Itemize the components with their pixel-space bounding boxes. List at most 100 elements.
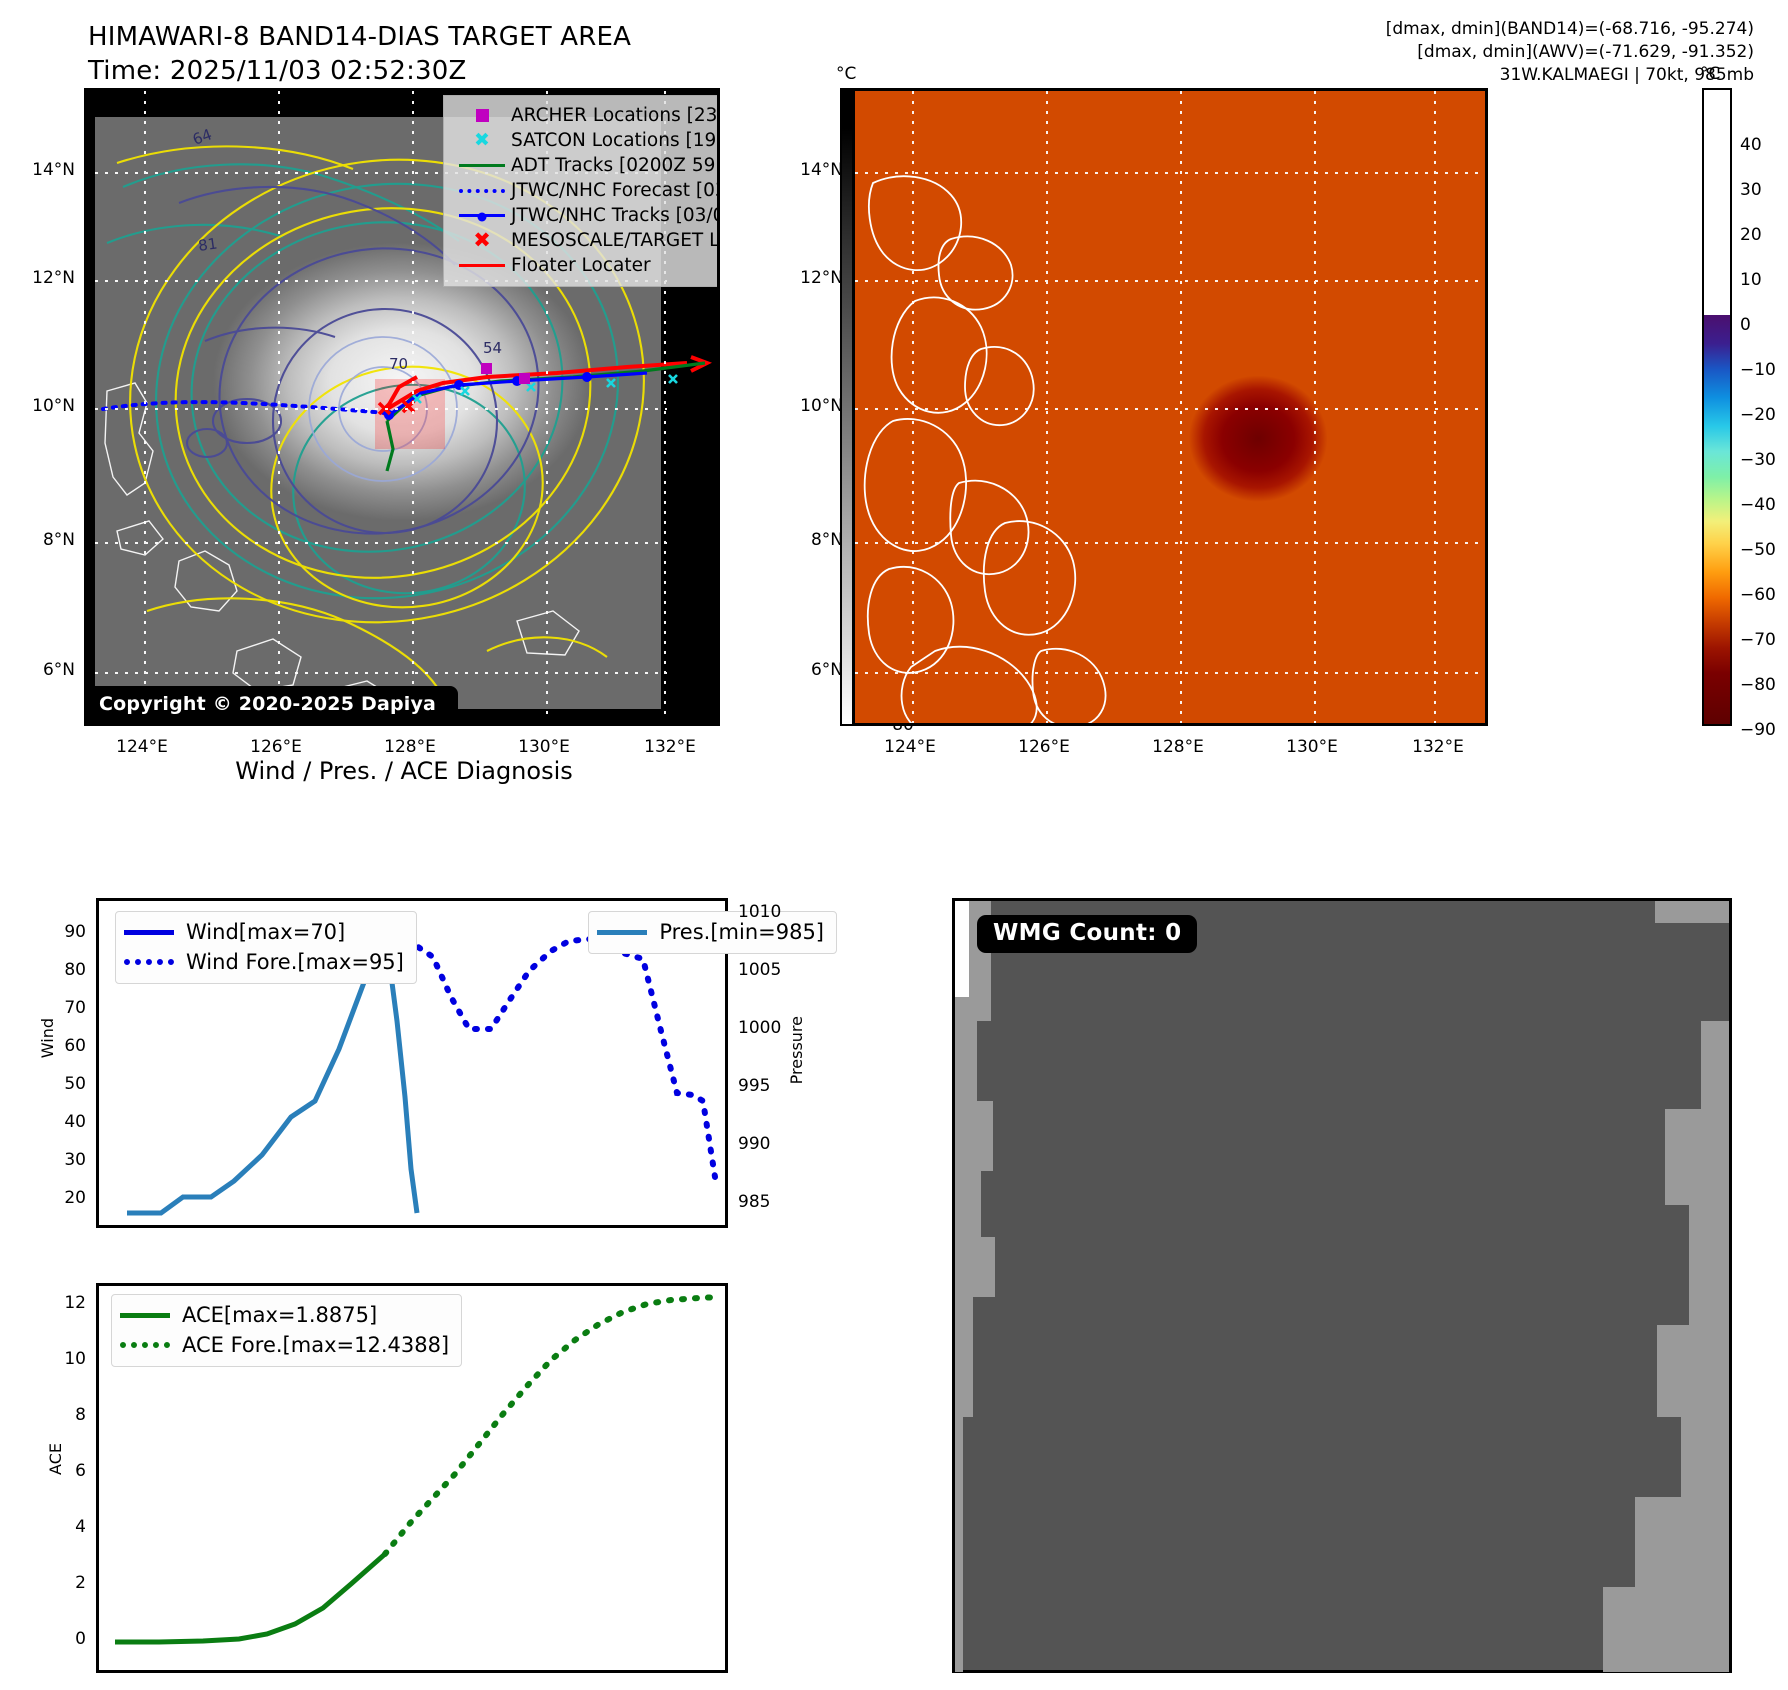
- legend-label: SATCON Locations [1930Z 59 987]: [511, 130, 717, 151]
- green-solid-line-icon: [453, 164, 511, 167]
- legend-item-pressure: Pres.[min=985]: [597, 917, 824, 947]
- lon-tick: 128°E: [384, 737, 436, 757]
- cbar-tick: 0: [1740, 315, 1751, 335]
- lat-tick: 8°N: [810, 530, 843, 550]
- left-map-ticks: 14°N 12°N 10°N 8°N 6°N 124°E 126°E 128°E…: [32, 88, 720, 757]
- wind-solid-line-icon: [124, 929, 186, 935]
- lat-tick: 14°N: [32, 160, 75, 180]
- wind-tick: 90: [64, 922, 86, 942]
- lon-tick: 126°E: [250, 737, 302, 757]
- wmg-block: [955, 1417, 963, 1672]
- wmg-base-fill: [955, 901, 1729, 1670]
- cbar-tick: −40: [1740, 495, 1776, 515]
- blue-dotted-line-icon: [453, 188, 511, 193]
- blue-line-dot-marker-icon: [453, 214, 511, 217]
- legend-item-floater-locater: Floater Locater: [453, 253, 717, 278]
- wind-chart-legend: Wind[max=70] Wind Fore.[max=95]: [115, 911, 417, 984]
- pressure-tick: 985: [738, 1192, 771, 1212]
- wind-tick: 60: [64, 1036, 86, 1056]
- copyright-notice: Copyright © 2020-2025 Dapiya: [87, 686, 459, 723]
- lon-tick: 124°E: [884, 737, 936, 757]
- wmg-block: [955, 1101, 993, 1171]
- dmax-dmin-awv: [dmax, dmin](AWV)=(-71.629, -91.352): [1417, 42, 1754, 62]
- legend-item-adt-tracks: ADT Tracks [0200Z 59.0 993.4]: [453, 153, 717, 178]
- wmg-block: [955, 1297, 973, 1417]
- wmg-microwave-panel[interactable]: WMG Count: 0: [952, 898, 1732, 1673]
- ace-tick: 12: [64, 1293, 86, 1313]
- map-overlays: 64 81 70 54: [95, 91, 712, 718]
- wind-tick: 80: [64, 960, 86, 980]
- cbar-tick: −50: [1740, 540, 1776, 560]
- legend-item-mesoscale-target: ✖ MESOSCALE/TARGET Location: [453, 228, 720, 253]
- dmax-dmin-band14: [dmax, dmin](BAND14)=(-68.716, -95.274): [1385, 19, 1754, 39]
- ace-tick: 0: [75, 1629, 86, 1649]
- lon-tick: 128°E: [1152, 737, 1204, 757]
- page-title: HIMAWARI-8 BAND14-DIAS TARGET AREA Time:…: [88, 20, 631, 88]
- left-colorbar-unit: °C: [836, 64, 857, 84]
- awv-enhanced-ir-map[interactable]: [852, 88, 1488, 726]
- lat-tick: 12°N: [32, 268, 75, 288]
- ace-chart[interactable]: ACE[max=1.8875] ACE Fore.[max=12.4388]: [96, 1283, 728, 1673]
- legend-item-ace: ACE[max=1.8875]: [120, 1300, 449, 1330]
- lat-tick: 8°N: [42, 530, 75, 550]
- title-line: HIMAWARI-8 BAND14-DIAS TARGET AREA: [88, 22, 632, 52]
- magenta-square-marker-icon: [453, 109, 511, 122]
- legend-label: MESOSCALE/TARGET Location: [511, 230, 720, 251]
- wind-pres-ace-title: Wind / Pres. / ACE Diagnosis: [235, 757, 573, 785]
- cbar-tick: 10: [1740, 270, 1762, 290]
- ace-chart-legend: ACE[max=1.8875] ACE Fore.[max=12.4388]: [111, 1294, 463, 1367]
- wmg-block: [1603, 1587, 1729, 1672]
- wind-tick: 40: [64, 1112, 86, 1132]
- wind-axis-label: Wind: [38, 1018, 57, 1059]
- ace-plot: [115, 1294, 722, 1645]
- legend-item-wind-forecast: Wind Fore.[max=95]: [124, 947, 404, 977]
- cbar-tick: −30: [1740, 450, 1776, 470]
- cbar-tick: −10: [1740, 360, 1776, 380]
- wmg-block: [1635, 1497, 1729, 1587]
- ir-map-overlays: [855, 91, 1485, 723]
- cbar-tick: 40: [1740, 135, 1762, 155]
- lat-tick: 6°N: [42, 660, 75, 680]
- ace-forecast-dotted-line-icon: [120, 1342, 182, 1348]
- right-colorbar-unit: °C: [1700, 64, 1721, 84]
- lon-tick: 124°E: [116, 737, 168, 757]
- legend-item-jtwc-forecast: JTWC/NHC Forecast [03/0000Z]: [453, 178, 717, 203]
- legend-label: ADT Tracks [0200Z 59.0 993.4]: [511, 155, 717, 176]
- svg-text:64: 64: [190, 125, 214, 148]
- pressure-tick: 1010: [738, 902, 782, 922]
- wmg-block: [955, 1171, 981, 1237]
- wind-tick: 50: [64, 1074, 86, 1094]
- legend-label: Wind[max=70]: [186, 920, 346, 944]
- red-x-marker-icon: ✖: [473, 228, 491, 252]
- map-black-margin-left: [87, 91, 95, 723]
- wind-tick: 20: [64, 1188, 86, 1208]
- legend-item-wind: Wind[max=70]: [124, 917, 404, 947]
- lon-tick: 130°E: [518, 737, 570, 757]
- pressure-tick: 1005: [738, 960, 782, 980]
- legend-item-jtwc-tracks: JTWC/NHC Tracks [03/0000Z]: [453, 203, 720, 228]
- wind-axis: Wind 90 80 70 60 50 40 30 20 Pressure 10…: [38, 898, 806, 1228]
- legend-label: ARCHER Locations [2313Z]: [511, 105, 718, 126]
- lat-tick: 10°N: [32, 396, 75, 416]
- himawari-band14-map[interactable]: 64 81 70 54: [84, 88, 720, 726]
- wind-tick: 70: [64, 998, 86, 1018]
- ace-tick: 10: [64, 1349, 86, 1369]
- lat-tick: 12°N: [800, 268, 843, 288]
- storm-id-intensity: 31W.KALMAEGI | 70kt, 985mb: [1499, 65, 1754, 85]
- cbar-tick: −70: [1740, 630, 1776, 650]
- wmg-block: [1701, 1021, 1729, 1109]
- wmg-block: [955, 1021, 977, 1101]
- cbar-tick: −60: [1740, 585, 1776, 605]
- wmg-block: [1681, 1417, 1729, 1497]
- ace-tick: 2: [75, 1573, 86, 1593]
- wind-pressure-chart[interactable]: Wind[max=70] Wind Fore.[max=95] Pres.[mi…: [96, 898, 837, 1228]
- wmg-block: [1665, 1109, 1729, 1205]
- diagnostics-header: [dmax, dmin](BAND14)=(-68.716, -95.274) …: [1386, 18, 1754, 87]
- lon-tick: 130°E: [1286, 737, 1338, 757]
- legend-label: JTWC/NHC Tracks [03/0000Z]: [511, 205, 720, 226]
- wind-tick: 30: [64, 1150, 86, 1170]
- right-colorbar-ticks: 40 30 20 10 0 −10 −20 −30 −40 −50 −60 −7…: [1702, 88, 1776, 740]
- ace-tick: 4: [75, 1517, 86, 1537]
- svg-text:70: 70: [389, 355, 408, 373]
- map-legend: ARCHER Locations [2313Z] ✖ SATCON Locati…: [443, 95, 720, 287]
